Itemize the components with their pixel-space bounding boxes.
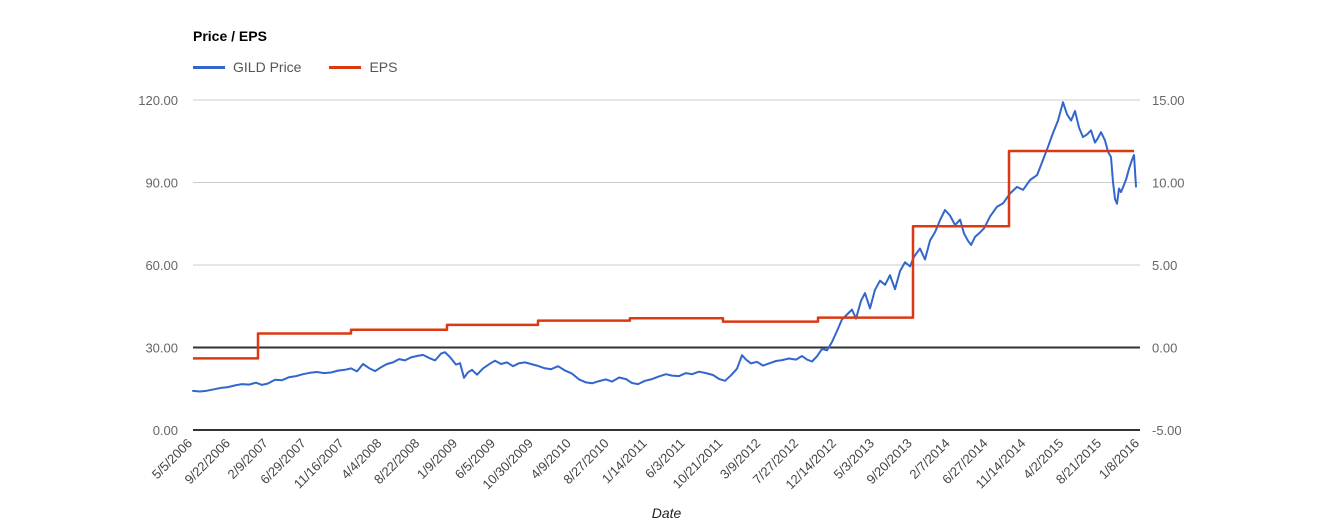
x-axis-title: Date	[651, 505, 682, 521]
x-tick-label: 1/9/2009	[414, 436, 460, 482]
y-axis-label-right: 10.00	[1152, 176, 1185, 191]
y-axis-label-left: 30.00	[145, 341, 178, 356]
chart-title: Price / EPS	[193, 28, 267, 44]
y-axis-label-right: 0.00	[1152, 341, 1177, 356]
legend-item-eps: EPS	[329, 59, 397, 75]
y-axis-label-right: 5.00	[1152, 258, 1177, 273]
x-tick-label: 1/8/2016	[1096, 436, 1142, 482]
y-axis-label-right: -5.00	[1152, 423, 1182, 438]
y-axis-label-left: 0.00	[153, 423, 178, 438]
legend-line-gild-swatch	[193, 65, 225, 69]
y-axis-label-left: 120.00	[138, 93, 178, 108]
legend-line-eps-swatch	[329, 65, 362, 69]
series-line-eps	[193, 149, 1134, 360]
legend-item-gild-price: GILD Price	[193, 59, 301, 75]
y-axis-label-left: 60.00	[145, 258, 178, 273]
series-line-gild-price	[192, 101, 1137, 393]
plot-area[interactable]	[193, 100, 1140, 430]
y-axis-label-left: 90.00	[145, 176, 178, 191]
legend-label-eps: EPS	[369, 59, 398, 75]
legend: GILD Price EPS	[193, 59, 397, 75]
y-axis-label-right: 15.00	[1152, 93, 1185, 108]
legend-label-gild-price: GILD Price	[233, 59, 302, 75]
